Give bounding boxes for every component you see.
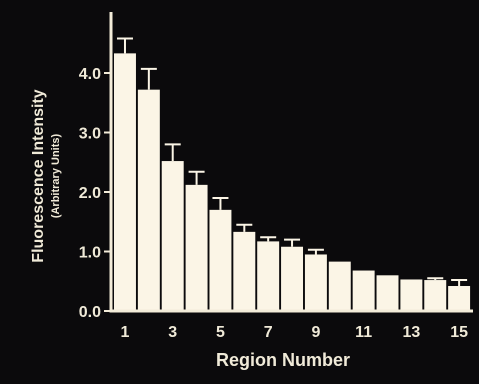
bars xyxy=(114,53,471,310)
y-tick-label: 1.0 xyxy=(79,245,101,262)
bar-7 xyxy=(257,241,280,310)
bar-6 xyxy=(233,231,256,310)
x-tick-label: 5 xyxy=(216,324,225,341)
y-tick-labels: 0.0 1.0 2.0 3.0 4.0 xyxy=(79,66,101,321)
bar-4 xyxy=(185,184,208,310)
bar-1 xyxy=(114,53,136,310)
x-tick-label: 1 xyxy=(121,324,130,341)
bar-5 xyxy=(209,209,232,310)
y-tick-label: 0.0 xyxy=(79,304,101,321)
error-bars xyxy=(116,37,468,287)
bar-13 xyxy=(400,279,423,310)
y-tick-label: 3.0 xyxy=(79,126,101,143)
x-tick-label: 13 xyxy=(402,324,420,341)
y-axis-sublabel: (Arbitrary Units) xyxy=(50,133,62,218)
y-axis-label: Fluorescence Intensity xyxy=(30,89,47,262)
x-tick-label: 7 xyxy=(264,324,273,341)
x-tick-labels: 1 3 5 7 9 11 13 15 xyxy=(121,324,469,341)
x-tick-label: 3 xyxy=(168,324,177,341)
x-axis-label: Region Number xyxy=(216,350,350,370)
x-tick-label: 11 xyxy=(355,324,372,341)
bar-10 xyxy=(328,261,351,310)
bar-8 xyxy=(281,246,304,310)
bar-14 xyxy=(424,280,447,310)
bar-3 xyxy=(161,161,184,310)
y-tick-label: 4.0 xyxy=(79,66,101,83)
x-tick-label: 9 xyxy=(311,324,320,341)
x-tick-label: 15 xyxy=(450,324,468,341)
axes xyxy=(104,12,473,313)
bar-9 xyxy=(304,254,327,310)
bar-12 xyxy=(376,275,399,310)
y-tick-label: 2.0 xyxy=(79,185,101,202)
bar-2 xyxy=(137,89,160,310)
bar-11 xyxy=(352,270,375,310)
bar-15 xyxy=(448,286,471,310)
